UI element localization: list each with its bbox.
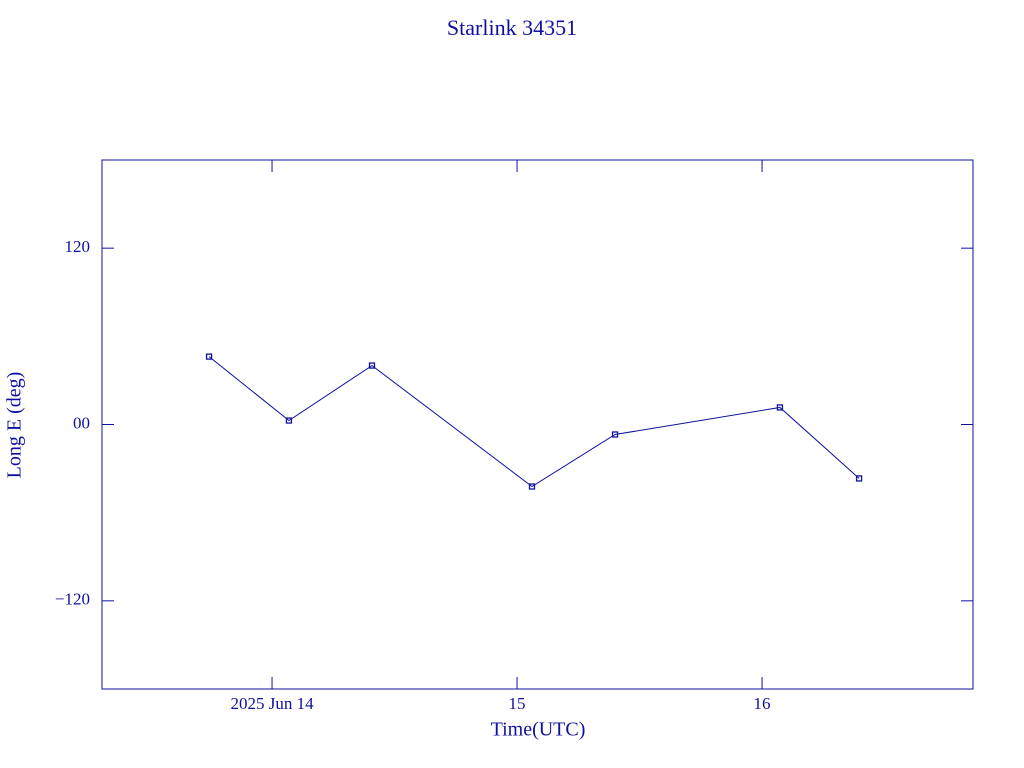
- y-axis-label: Long E (deg): [4, 372, 26, 479]
- point: [855, 475, 863, 482]
- point: [528, 483, 536, 490]
- y-tick-label: −120: [55, 590, 90, 609]
- y-tick-label: 00: [73, 413, 90, 432]
- point: [205, 353, 213, 360]
- x-tick-label: 15: [509, 694, 526, 713]
- point: [611, 431, 619, 438]
- point: [368, 362, 376, 369]
- x-axis-label: Time(UTC): [491, 719, 586, 741]
- line: [208, 356, 860, 488]
- y-tick-label: 120: [65, 237, 91, 256]
- point: [776, 404, 784, 411]
- chart-title: Starlink 34351: [447, 15, 577, 40]
- point: [285, 417, 293, 424]
- x-tick-label: 16: [754, 694, 771, 713]
- x-tick-label: 2025 Jun 14: [230, 694, 314, 713]
